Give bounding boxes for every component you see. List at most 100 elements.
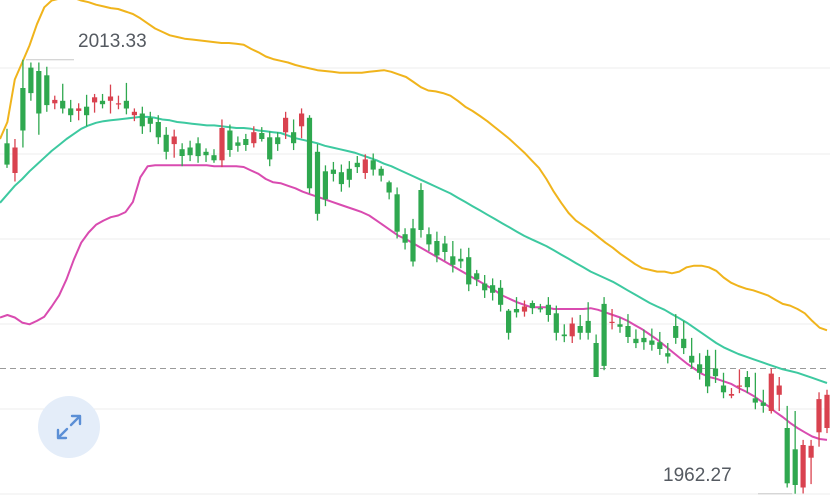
- candle-body: [44, 75, 50, 106]
- candle: [283, 111, 289, 139]
- candle-body: [728, 394, 735, 396]
- candle: [681, 320, 687, 355]
- candle: [251, 126, 257, 148]
- candle: [418, 183, 424, 238]
- candle-body: [736, 385, 742, 387]
- candle: [314, 144, 321, 221]
- candle: [99, 93, 106, 109]
- candle: [490, 278, 496, 301]
- candle: [633, 329, 639, 349]
- candle: [299, 108, 305, 139]
- candle-body: [338, 172, 344, 185]
- candle-body: [577, 326, 583, 333]
- candle-body: [354, 162, 360, 168]
- candle-body: [712, 368, 719, 377]
- candle-body: [299, 113, 305, 127]
- candle-body: [482, 283, 488, 291]
- candle: [338, 164, 344, 192]
- candle-body: [800, 445, 806, 488]
- candle-body: [346, 168, 352, 180]
- candle: [553, 305, 559, 341]
- candle: [537, 303, 543, 313]
- candle: [275, 132, 281, 151]
- candle-body: [147, 117, 153, 124]
- expand-button[interactable]: [38, 396, 100, 458]
- candle: [768, 368, 774, 414]
- candle: [68, 99, 74, 122]
- low-price-label: 1962.27: [663, 465, 732, 486]
- candle: [44, 66, 50, 112]
- candle-body: [649, 340, 655, 345]
- candle: [577, 314, 583, 340]
- candle: [36, 62, 42, 135]
- candle: [736, 369, 742, 394]
- candle-body: [418, 190, 424, 230]
- candle: [601, 297, 607, 371]
- candle-body: [490, 285, 496, 293]
- candle: [131, 108, 137, 122]
- candle: [235, 136, 241, 152]
- candle: [12, 139, 18, 182]
- candle-body: [36, 71, 42, 114]
- candle-body: [689, 355, 695, 363]
- candle-body: [195, 143, 201, 157]
- candle-body: [665, 353, 671, 357]
- candle: [673, 314, 679, 344]
- candle-body: [115, 103, 122, 105]
- candle-body: [306, 117, 313, 189]
- candle: [792, 411, 798, 494]
- candle: [545, 297, 551, 322]
- candle-body: [553, 313, 559, 333]
- middle-band-line: [0, 115, 828, 384]
- candle-body: [314, 151, 321, 214]
- candle: [784, 405, 790, 488]
- candle-body: [450, 256, 456, 265]
- candle: [808, 439, 814, 485]
- candle-body: [291, 132, 297, 144]
- candle-body: [155, 122, 161, 138]
- candle-body: [720, 385, 727, 393]
- annotations: 2013.33 1962.27: [25, 31, 793, 495]
- candle: [322, 165, 328, 207]
- candle-body: [569, 323, 575, 337]
- candle: [569, 317, 575, 343]
- candle: [107, 84, 114, 114]
- candle: [20, 59, 26, 148]
- candle-body: [227, 130, 233, 150]
- candle: [362, 154, 368, 179]
- candle-body: [474, 273, 480, 280]
- candle: [816, 392, 822, 447]
- candle-body: [442, 243, 448, 252]
- candle: [529, 300, 535, 315]
- candle-body: [99, 100, 106, 105]
- lower-band-line: [0, 164, 828, 441]
- candle-body: [641, 337, 647, 343]
- candle-body: [633, 338, 639, 344]
- candle-body: [20, 88, 26, 131]
- candle-body: [267, 137, 273, 160]
- candle-body: [410, 228, 416, 262]
- candle: [561, 324, 567, 343]
- candle: [513, 297, 520, 318]
- candle-body: [537, 308, 543, 310]
- candle-body: [617, 324, 623, 327]
- candle-body: [466, 257, 472, 285]
- candle-body: [283, 117, 289, 133]
- candle: [426, 227, 432, 252]
- candle-body: [673, 326, 679, 338]
- candle: [394, 187, 400, 239]
- candle: [744, 371, 750, 394]
- candle: [824, 389, 830, 434]
- candle: [498, 280, 504, 312]
- candle: [760, 389, 766, 413]
- candle: [139, 106, 145, 134]
- candle-body: [131, 111, 137, 116]
- candle: [28, 62, 34, 101]
- candle: [705, 349, 711, 394]
- candle-body: [386, 182, 392, 193]
- candle: [434, 231, 440, 263]
- candle: [506, 309, 512, 340]
- candle: [267, 131, 273, 167]
- candle-body: [657, 342, 663, 349]
